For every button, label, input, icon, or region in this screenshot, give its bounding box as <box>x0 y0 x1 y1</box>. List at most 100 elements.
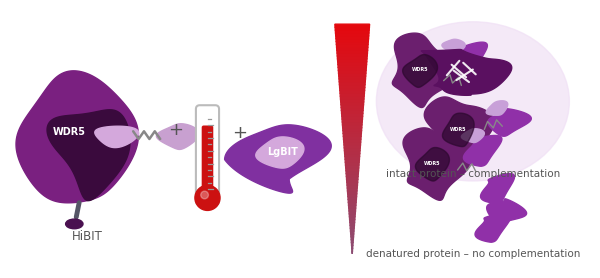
Polygon shape <box>442 39 465 53</box>
Text: WDR5: WDR5 <box>412 67 428 72</box>
Polygon shape <box>340 85 365 87</box>
Polygon shape <box>338 64 367 67</box>
Polygon shape <box>335 24 370 27</box>
Polygon shape <box>343 133 361 136</box>
Polygon shape <box>351 239 353 242</box>
Polygon shape <box>344 145 361 148</box>
Polygon shape <box>341 110 363 113</box>
Polygon shape <box>340 93 364 96</box>
Polygon shape <box>350 219 355 222</box>
Text: WDR5: WDR5 <box>53 127 86 137</box>
Polygon shape <box>475 214 511 242</box>
Polygon shape <box>341 113 363 116</box>
Text: +: + <box>232 124 247 142</box>
Polygon shape <box>343 130 362 133</box>
Polygon shape <box>335 30 369 33</box>
Polygon shape <box>344 142 361 145</box>
Polygon shape <box>421 49 512 95</box>
Polygon shape <box>337 59 367 61</box>
Polygon shape <box>224 125 331 193</box>
Polygon shape <box>337 44 368 47</box>
Polygon shape <box>347 193 357 197</box>
Polygon shape <box>451 42 487 74</box>
Polygon shape <box>338 70 366 73</box>
Polygon shape <box>336 36 369 39</box>
Circle shape <box>195 185 220 210</box>
Text: denatured protein – no complementation: denatured protein – no complementation <box>365 249 580 259</box>
Polygon shape <box>488 109 532 136</box>
Polygon shape <box>403 128 470 200</box>
Polygon shape <box>347 191 357 193</box>
Polygon shape <box>442 113 474 147</box>
Polygon shape <box>349 205 356 208</box>
Polygon shape <box>347 182 358 185</box>
Polygon shape <box>487 199 527 224</box>
Polygon shape <box>341 107 364 110</box>
Polygon shape <box>340 96 364 99</box>
Polygon shape <box>349 214 355 217</box>
Polygon shape <box>349 202 356 205</box>
Polygon shape <box>351 237 353 239</box>
Polygon shape <box>95 126 139 148</box>
Text: WDR5: WDR5 <box>424 161 440 166</box>
Polygon shape <box>346 176 358 179</box>
Polygon shape <box>346 171 359 173</box>
Polygon shape <box>47 110 130 201</box>
Polygon shape <box>349 211 355 214</box>
Polygon shape <box>337 56 367 59</box>
Polygon shape <box>349 208 356 211</box>
Text: intact protein – complementation: intact protein – complementation <box>386 169 560 179</box>
Polygon shape <box>340 87 365 90</box>
Polygon shape <box>337 53 367 56</box>
Polygon shape <box>352 245 353 248</box>
Polygon shape <box>344 148 360 150</box>
Polygon shape <box>339 81 365 85</box>
Polygon shape <box>338 61 367 64</box>
Polygon shape <box>341 102 364 105</box>
Polygon shape <box>481 173 515 203</box>
Polygon shape <box>337 50 368 53</box>
Polygon shape <box>349 217 355 219</box>
Circle shape <box>201 191 208 199</box>
Polygon shape <box>346 173 358 176</box>
Polygon shape <box>346 165 359 168</box>
Ellipse shape <box>65 219 83 229</box>
Polygon shape <box>486 101 508 115</box>
Polygon shape <box>342 119 362 122</box>
Polygon shape <box>346 168 359 171</box>
Polygon shape <box>352 248 353 251</box>
Polygon shape <box>341 99 364 102</box>
Polygon shape <box>347 188 357 191</box>
Polygon shape <box>345 159 359 162</box>
Polygon shape <box>463 135 502 166</box>
Polygon shape <box>415 148 449 181</box>
Polygon shape <box>342 122 362 125</box>
Polygon shape <box>352 242 353 245</box>
Polygon shape <box>403 54 437 87</box>
Polygon shape <box>337 47 368 50</box>
Polygon shape <box>345 162 359 165</box>
Polygon shape <box>157 124 199 149</box>
Polygon shape <box>345 156 359 159</box>
Polygon shape <box>344 150 360 153</box>
Polygon shape <box>338 73 366 76</box>
Text: WDR5: WDR5 <box>450 127 467 132</box>
Polygon shape <box>350 225 355 228</box>
Ellipse shape <box>376 22 569 181</box>
Text: HiBIT: HiBIT <box>71 230 102 243</box>
Polygon shape <box>340 90 365 93</box>
Polygon shape <box>347 179 358 182</box>
Polygon shape <box>392 33 457 108</box>
Polygon shape <box>424 97 494 163</box>
Polygon shape <box>461 129 484 143</box>
Polygon shape <box>341 105 364 107</box>
Polygon shape <box>344 139 361 142</box>
Polygon shape <box>347 185 358 188</box>
Polygon shape <box>350 231 354 234</box>
Polygon shape <box>343 128 362 130</box>
Polygon shape <box>256 137 304 168</box>
Polygon shape <box>335 27 370 30</box>
Text: LgBIT: LgBIT <box>268 147 298 157</box>
Polygon shape <box>351 234 354 237</box>
Polygon shape <box>348 197 356 199</box>
